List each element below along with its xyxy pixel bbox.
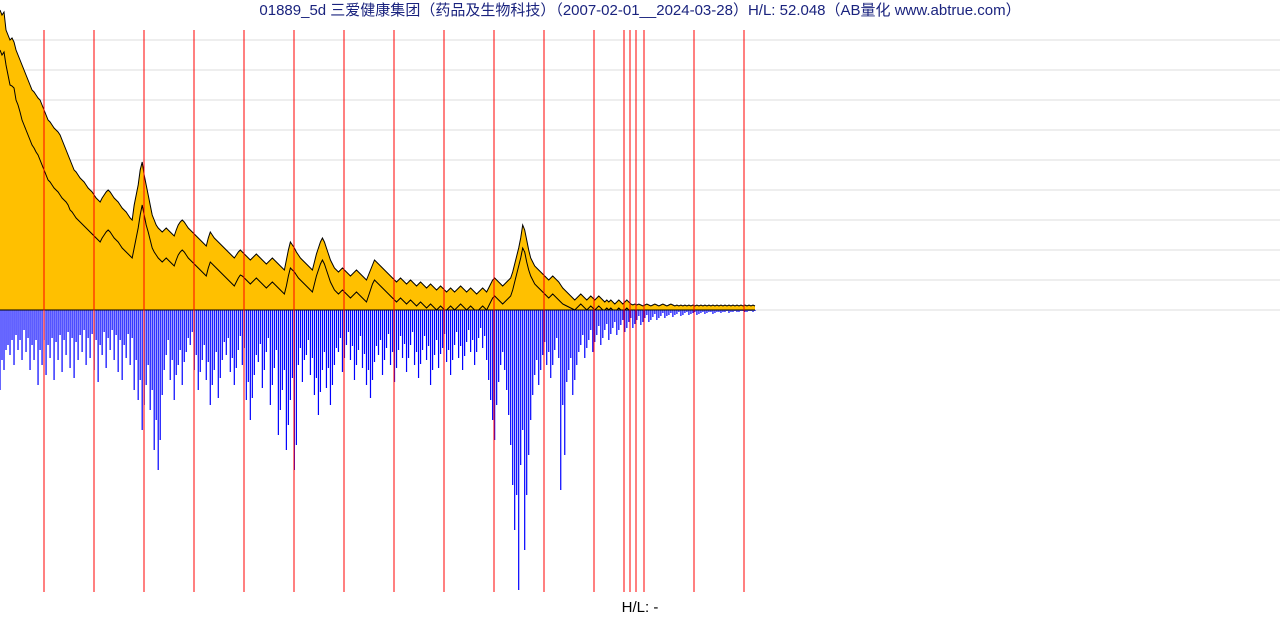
price-volume-chart bbox=[0, 0, 1280, 620]
chart-footer: H/L: - bbox=[0, 599, 1280, 616]
